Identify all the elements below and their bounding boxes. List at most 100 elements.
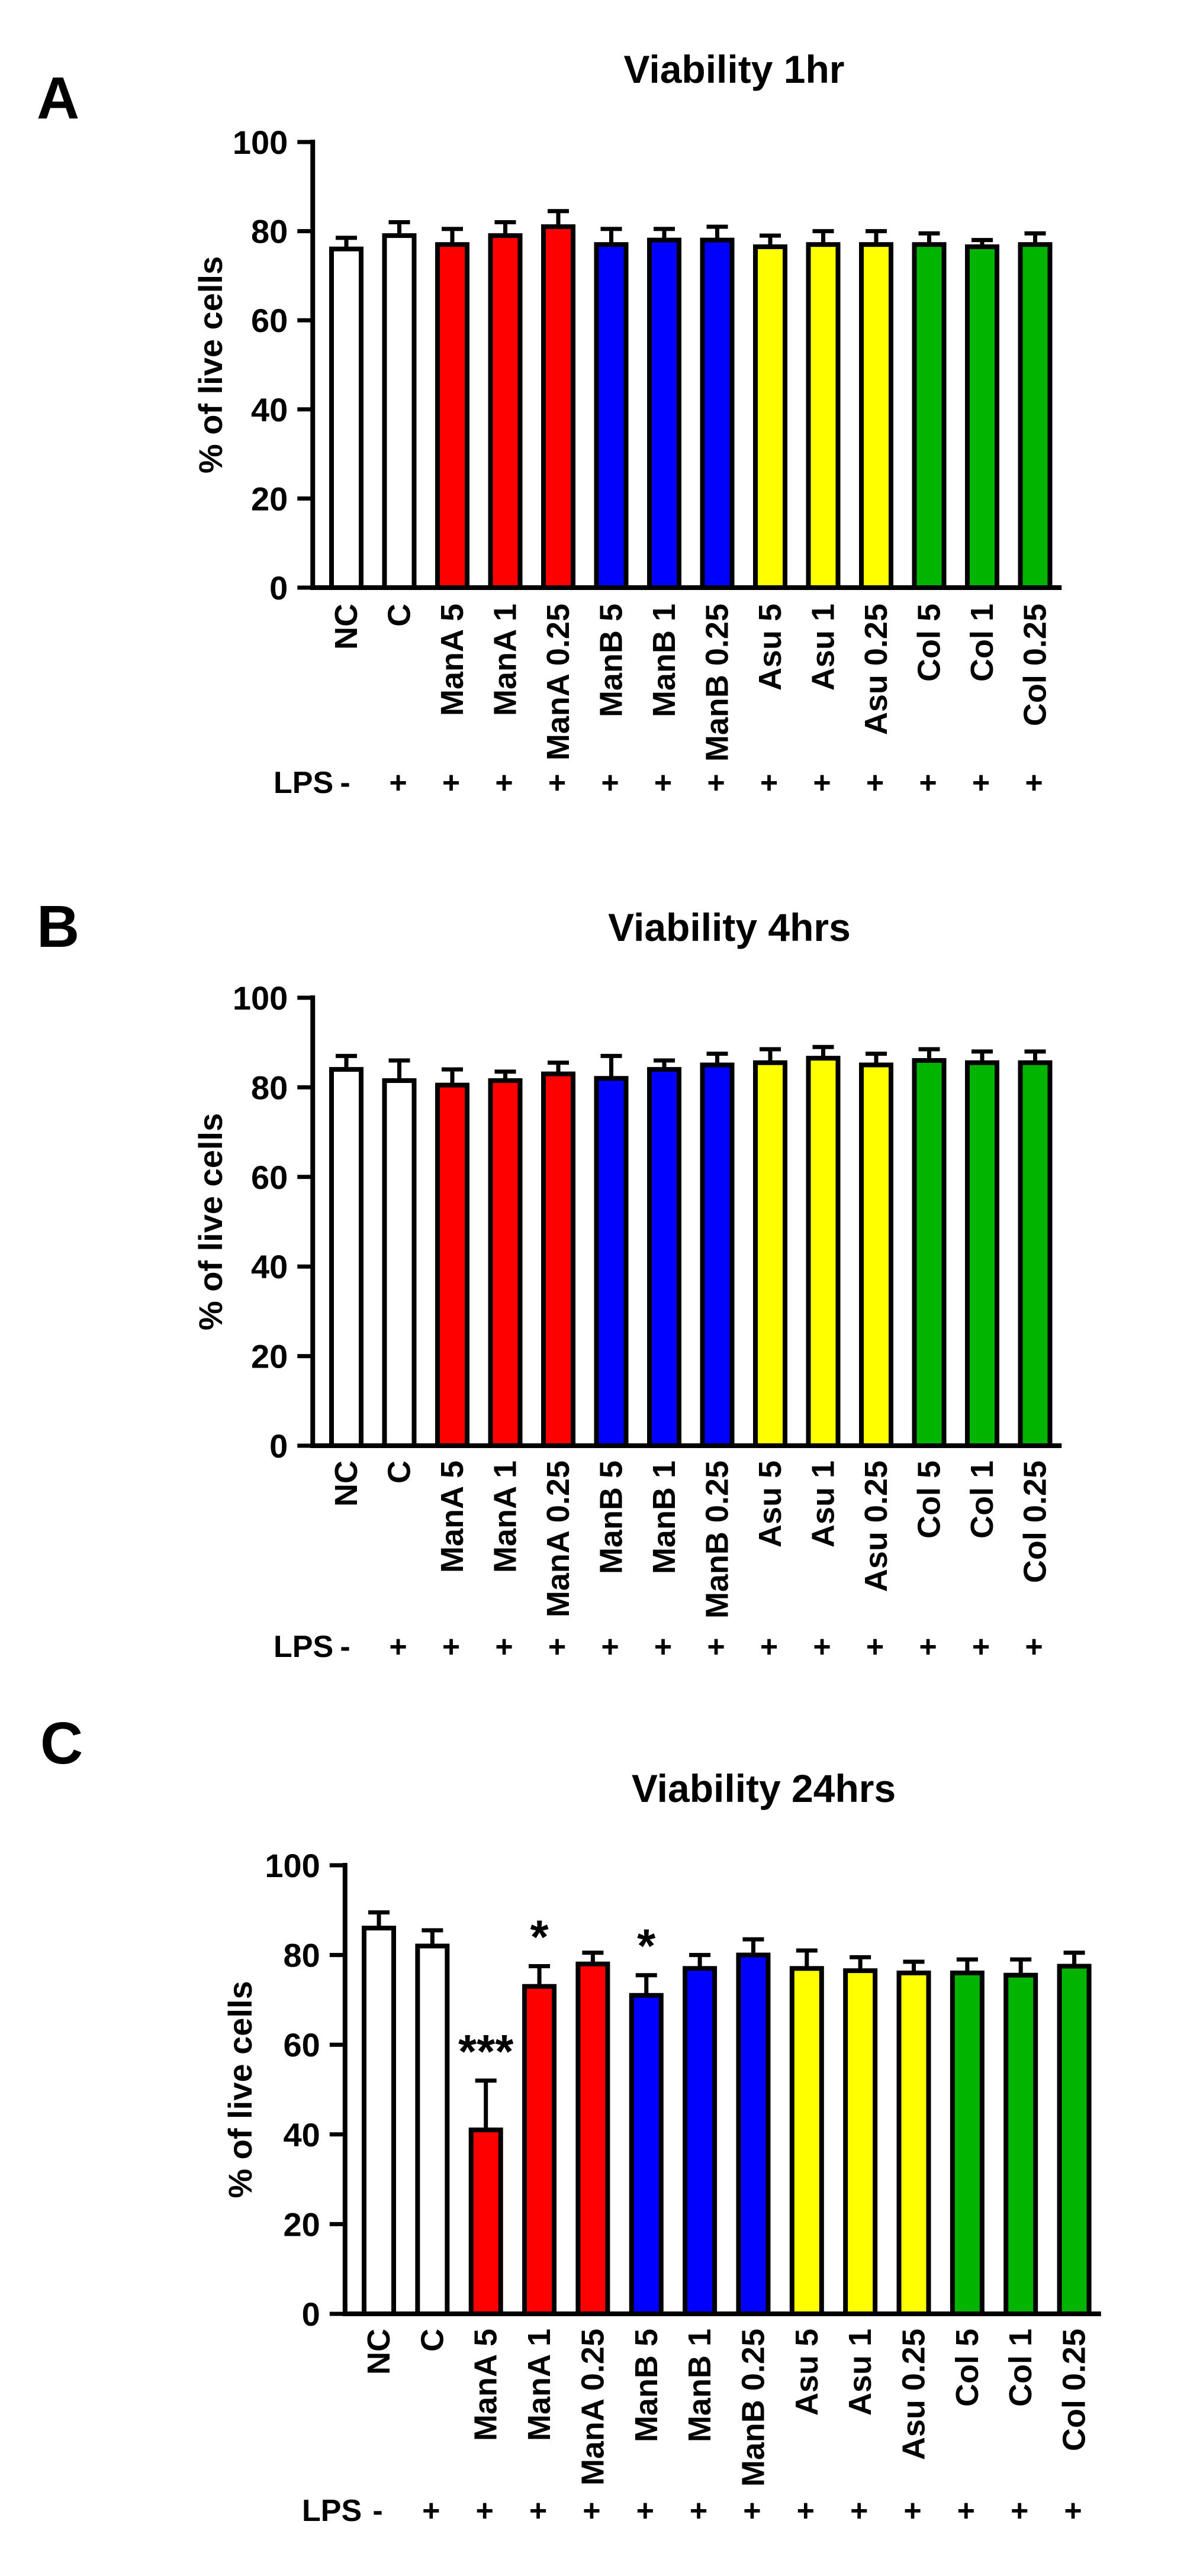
bar xyxy=(859,242,893,590)
x-tick-label: ManB 1 xyxy=(682,2329,718,2442)
panel-letter: C xyxy=(40,1710,83,1777)
bar xyxy=(488,1078,523,1449)
x-tick-label: ManA 0.25 xyxy=(575,2329,610,2485)
bar xyxy=(753,244,787,590)
bar xyxy=(382,233,417,590)
bar xyxy=(435,242,469,590)
x-tick-label: C xyxy=(414,2329,450,2352)
bar xyxy=(362,1926,396,2317)
lps-sign: + xyxy=(389,766,407,800)
y-axis-label: % of live cells xyxy=(192,256,229,473)
x-tick-label: Col 0.25 xyxy=(1057,2329,1092,2451)
bar xyxy=(594,242,629,590)
y-tick-label: 60 xyxy=(251,1159,288,1196)
lps-label: LPS xyxy=(302,2494,362,2528)
lps-sign: + xyxy=(1025,1630,1043,1664)
lps-sign: - xyxy=(372,2494,382,2528)
x-tick-label: Asu 5 xyxy=(789,2329,825,2416)
bar xyxy=(329,1067,364,1448)
y-axis-label: % of live cells xyxy=(221,1981,259,2198)
y-tick-label: 80 xyxy=(251,213,288,250)
y-tick-label: 0 xyxy=(269,569,288,607)
lps-sign: + xyxy=(529,2494,547,2528)
x-tick-label: C xyxy=(382,1461,417,1484)
x-tick-label: ManB 5 xyxy=(594,1461,629,1574)
lps-sign: + xyxy=(495,1630,513,1664)
lps-sign: + xyxy=(760,1630,778,1664)
x-tick-label: C xyxy=(382,604,417,627)
bar xyxy=(700,1062,735,1449)
bar xyxy=(415,1943,450,2316)
x-tick-label: ManA 1 xyxy=(488,1461,523,1573)
bar xyxy=(683,1966,718,2317)
lps-label: LPS xyxy=(274,1630,333,1664)
x-tick-label: Col 5 xyxy=(912,1461,947,1539)
x-tick-label: ManA 5 xyxy=(435,604,470,716)
x-tick-label: ManA 5 xyxy=(468,2329,504,2441)
y-tick-label: 100 xyxy=(233,124,288,161)
lps-sign: + xyxy=(866,1630,884,1664)
bar xyxy=(382,1078,417,1449)
lps-sign: + xyxy=(583,2494,600,2528)
lps-sign: + xyxy=(548,1630,566,1664)
y-tick-label: 100 xyxy=(233,979,288,1017)
lps-sign: + xyxy=(957,2494,975,2528)
lps-sign: + xyxy=(422,2494,440,2528)
lps-sign: + xyxy=(813,766,831,800)
x-tick-label: Asu 1 xyxy=(842,2329,878,2416)
bar xyxy=(435,1082,469,1448)
bar xyxy=(806,1056,841,1448)
bar xyxy=(647,237,681,591)
lps-sign: + xyxy=(866,766,884,800)
lps-sign: + xyxy=(476,2494,494,2528)
y-tick-label: 20 xyxy=(251,480,288,517)
lps-sign: + xyxy=(442,766,460,800)
x-tick-label: Asu 1 xyxy=(806,1461,841,1547)
lps-sign: + xyxy=(654,766,672,800)
lps-sign: + xyxy=(919,766,937,800)
x-tick-label: NC xyxy=(329,1461,364,1507)
x-tick-label: Col 1 xyxy=(1003,2329,1038,2407)
bar xyxy=(912,1058,947,1448)
bar xyxy=(647,1067,681,1448)
lps-sign: + xyxy=(690,2494,707,2528)
lps-sign: + xyxy=(707,1630,725,1664)
bar xyxy=(329,246,364,591)
y-tick-label: 80 xyxy=(284,1937,320,1974)
bar xyxy=(896,1970,931,2316)
bar xyxy=(594,1076,629,1448)
lps-sign: + xyxy=(548,766,566,800)
bar xyxy=(1018,242,1053,590)
lps-sign: + xyxy=(654,1630,672,1664)
x-tick-label: ManB 5 xyxy=(594,604,629,717)
lps-sign: + xyxy=(442,1630,460,1664)
x-tick-label: NC xyxy=(329,604,364,650)
lps-sign: + xyxy=(797,2494,815,2528)
bar xyxy=(912,242,947,590)
lps-sign: + xyxy=(1025,766,1043,800)
lps-sign: + xyxy=(495,766,513,800)
bar xyxy=(541,224,575,590)
x-tick-label: ManA 5 xyxy=(435,1461,470,1573)
lps-sign: + xyxy=(813,1630,831,1664)
y-tick-label: 60 xyxy=(251,302,288,339)
bar xyxy=(843,1968,878,2316)
bar xyxy=(575,1961,610,2316)
significance-marker: * xyxy=(530,1911,549,1964)
x-tick-label: Col 5 xyxy=(912,604,947,682)
x-tick-label: ManA 1 xyxy=(522,2329,557,2441)
chart-title: Viability 24hrs xyxy=(632,1766,896,1810)
x-tick-label: ManA 1 xyxy=(488,604,523,716)
x-tick-label: Asu 5 xyxy=(752,1461,788,1547)
y-tick-label: 80 xyxy=(251,1069,288,1106)
lps-sign: + xyxy=(636,2494,654,2528)
panel-letter: B xyxy=(37,894,79,960)
x-tick-label: ManA 0.25 xyxy=(541,1461,576,1617)
x-tick-label: Asu 0.25 xyxy=(858,1461,894,1592)
x-tick-label: Asu 1 xyxy=(806,604,841,691)
y-tick-label: 60 xyxy=(284,2026,320,2064)
x-tick-label: Asu 0.25 xyxy=(896,2329,932,2460)
x-tick-label: Col 5 xyxy=(950,2329,985,2407)
lps-sign: + xyxy=(1064,2494,1082,2528)
lps-sign: + xyxy=(850,2494,868,2528)
